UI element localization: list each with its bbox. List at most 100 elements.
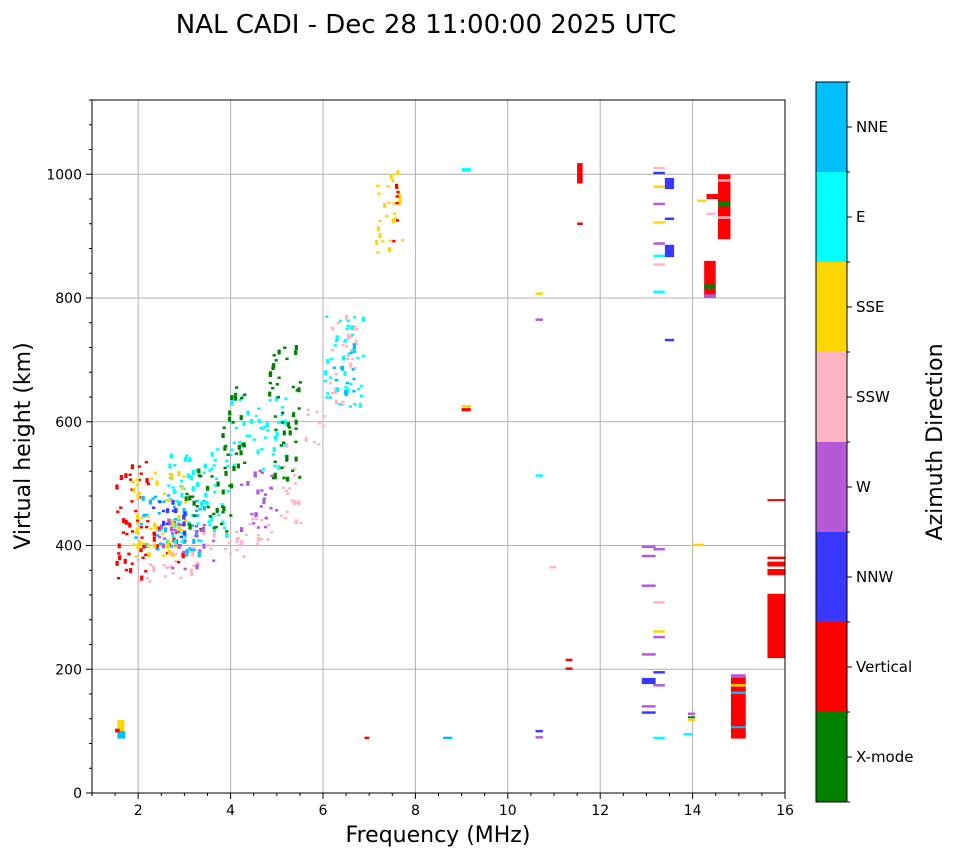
echo-point bbox=[299, 521, 303, 525]
echo-point bbox=[220, 503, 224, 506]
echo-point bbox=[261, 427, 265, 431]
echo-point bbox=[286, 422, 290, 428]
echo-point bbox=[322, 414, 327, 418]
echo-point bbox=[167, 499, 171, 503]
echo-point bbox=[232, 466, 236, 472]
echo-point bbox=[155, 544, 159, 547]
echo-point bbox=[202, 530, 206, 536]
echo-point bbox=[641, 584, 656, 587]
echo-point bbox=[215, 448, 220, 451]
echo-point bbox=[188, 495, 192, 501]
echo-point bbox=[535, 736, 543, 739]
echo-point bbox=[277, 349, 281, 355]
echo-point bbox=[161, 543, 166, 549]
echo-point bbox=[283, 346, 287, 349]
echo-point bbox=[330, 326, 335, 330]
echo-point bbox=[222, 506, 226, 512]
echo-point bbox=[235, 386, 239, 389]
echo-point bbox=[240, 444, 244, 448]
echo-point bbox=[195, 509, 199, 512]
echo-point bbox=[353, 366, 357, 370]
echo-point bbox=[398, 199, 402, 205]
axis-ticks: 2 4 6 8 10 12 14 16 0 200 400 600 800 1000 bbox=[46, 99, 794, 819]
echo-point bbox=[246, 410, 250, 416]
echo-point bbox=[240, 527, 244, 533]
echo-point bbox=[271, 386, 275, 390]
echo-point bbox=[718, 216, 731, 219]
echo-point bbox=[188, 523, 192, 526]
echo-point bbox=[137, 491, 142, 495]
echo-point bbox=[115, 560, 119, 566]
echo-point bbox=[123, 558, 127, 564]
echo-point bbox=[165, 498, 169, 502]
echo-point bbox=[352, 390, 356, 393]
echo-point bbox=[135, 527, 139, 533]
x-tick-label: 2 bbox=[134, 803, 143, 819]
echo-point bbox=[653, 671, 665, 674]
echo-point bbox=[265, 422, 269, 428]
echo-point bbox=[197, 539, 201, 542]
echo-point bbox=[148, 563, 153, 566]
echo-point bbox=[335, 387, 340, 393]
echo-point bbox=[767, 561, 785, 567]
echo-point bbox=[202, 499, 206, 503]
echo-point bbox=[180, 540, 184, 543]
echo-point bbox=[293, 467, 297, 471]
echo-point bbox=[144, 570, 148, 573]
echo-point bbox=[124, 568, 129, 572]
echo-point bbox=[281, 486, 286, 490]
echo-point bbox=[664, 338, 675, 342]
echo-point bbox=[461, 408, 471, 412]
echo-point bbox=[157, 526, 161, 532]
echo-point bbox=[208, 515, 212, 518]
echo-point bbox=[349, 362, 353, 368]
echo-point bbox=[146, 543, 151, 549]
x-tick-label: 10 bbox=[499, 803, 517, 819]
echo-point bbox=[653, 185, 665, 188]
echo-point bbox=[641, 711, 656, 714]
echo-point bbox=[312, 440, 317, 444]
echo-point bbox=[209, 547, 213, 551]
echo-point bbox=[387, 247, 392, 253]
echo-point bbox=[253, 471, 257, 477]
echo-point bbox=[212, 527, 217, 533]
echo-point bbox=[364, 736, 370, 740]
x-tick-label: 12 bbox=[591, 803, 609, 819]
echo-point bbox=[152, 522, 157, 528]
echo-point bbox=[286, 492, 290, 495]
echo-point bbox=[140, 536, 144, 539]
echo-point bbox=[345, 345, 349, 348]
echo-point bbox=[259, 426, 263, 430]
y-tick-label: 1000 bbox=[46, 167, 82, 183]
echo-point bbox=[400, 239, 405, 242]
echo-point bbox=[351, 333, 355, 337]
echo-point bbox=[274, 428, 278, 432]
echo-point bbox=[173, 539, 178, 545]
colorbar-tick-label: NNE bbox=[856, 118, 888, 136]
echo-point bbox=[146, 515, 150, 518]
echo-point bbox=[139, 525, 143, 529]
echo-point bbox=[653, 242, 665, 245]
echo-point bbox=[177, 525, 181, 531]
echo-point bbox=[706, 194, 721, 199]
echo-point bbox=[134, 509, 138, 513]
echo-point bbox=[683, 732, 693, 736]
echo-point bbox=[270, 474, 274, 478]
echo-point bbox=[256, 489, 260, 495]
echo-point bbox=[280, 421, 285, 424]
echo-point bbox=[185, 548, 189, 554]
echo-point bbox=[334, 387, 338, 390]
echo-point bbox=[664, 177, 675, 190]
colorbar-swatch-nne bbox=[816, 82, 847, 172]
echo-point bbox=[389, 174, 393, 180]
echo-point bbox=[191, 469, 195, 475]
echo-point bbox=[262, 468, 266, 471]
x-tick-label: 16 bbox=[776, 803, 794, 819]
echo-point bbox=[146, 519, 150, 523]
echo-point bbox=[197, 554, 201, 558]
echo-point bbox=[306, 408, 310, 412]
echo-point bbox=[210, 451, 214, 457]
echo-point bbox=[156, 548, 160, 551]
echo-point bbox=[162, 563, 166, 567]
echo-point bbox=[443, 736, 453, 740]
